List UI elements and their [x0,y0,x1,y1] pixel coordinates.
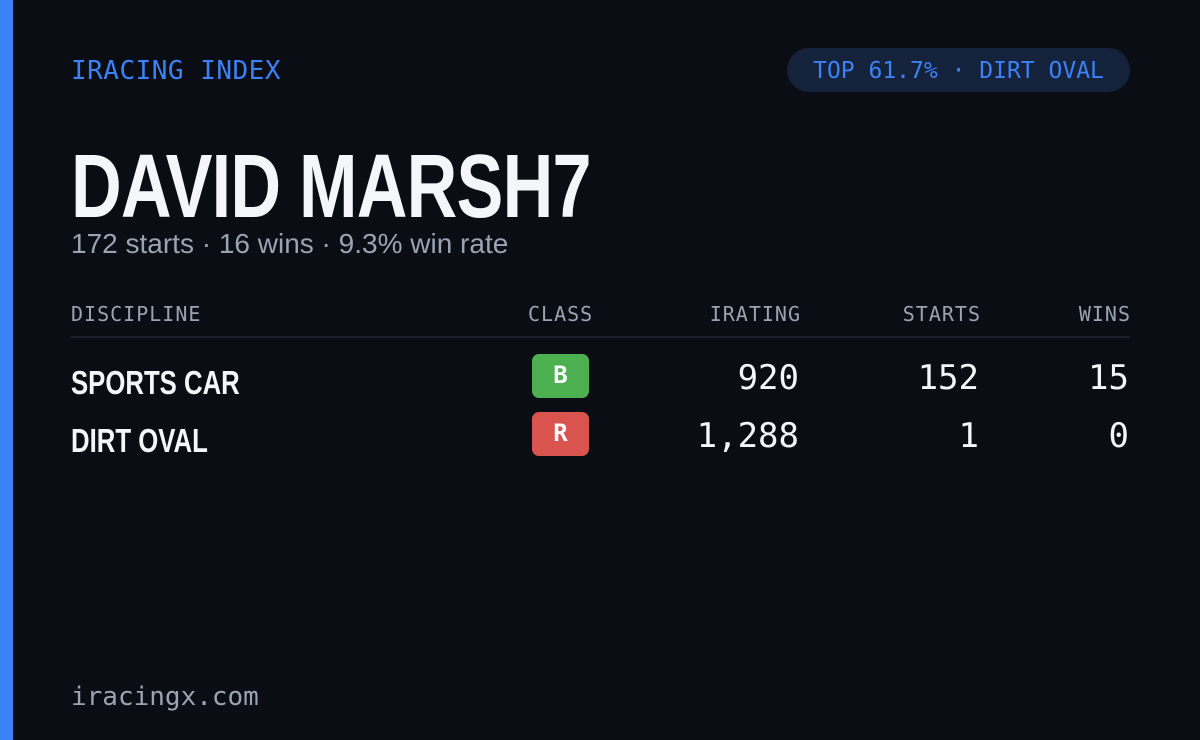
discipline: DIRT OVAL [71,422,208,459]
column-header: STARTS [902,302,981,326]
wins: 0 [1108,416,1129,456]
footer-url: iracingx.com [71,682,259,712]
column-header: CLASS [528,302,594,326]
starts: 152 [917,358,979,398]
class-badge: B [532,354,589,398]
irating: 920 [737,358,799,398]
column-header: DISCIPLINE [71,302,202,326]
driver-name: DAVID MARSH7 [71,137,592,237]
wins: 15 [1088,358,1129,398]
rank-badge: TOP 61.7% · DIRT OVAL [787,48,1130,92]
discipline: SPORTS CAR [71,364,240,401]
column-header: IRATING [709,302,801,326]
accent-bar [0,0,13,740]
brand: IRACING INDEX [71,56,281,86]
divider [71,336,1130,338]
column-header: WINS [1078,302,1131,326]
irating: 1,288 [696,416,799,456]
summary-stats: 172 starts · 16 wins · 9.3% win rate [71,228,509,259]
starts: 1 [958,416,979,456]
class-badge: R [532,412,589,456]
